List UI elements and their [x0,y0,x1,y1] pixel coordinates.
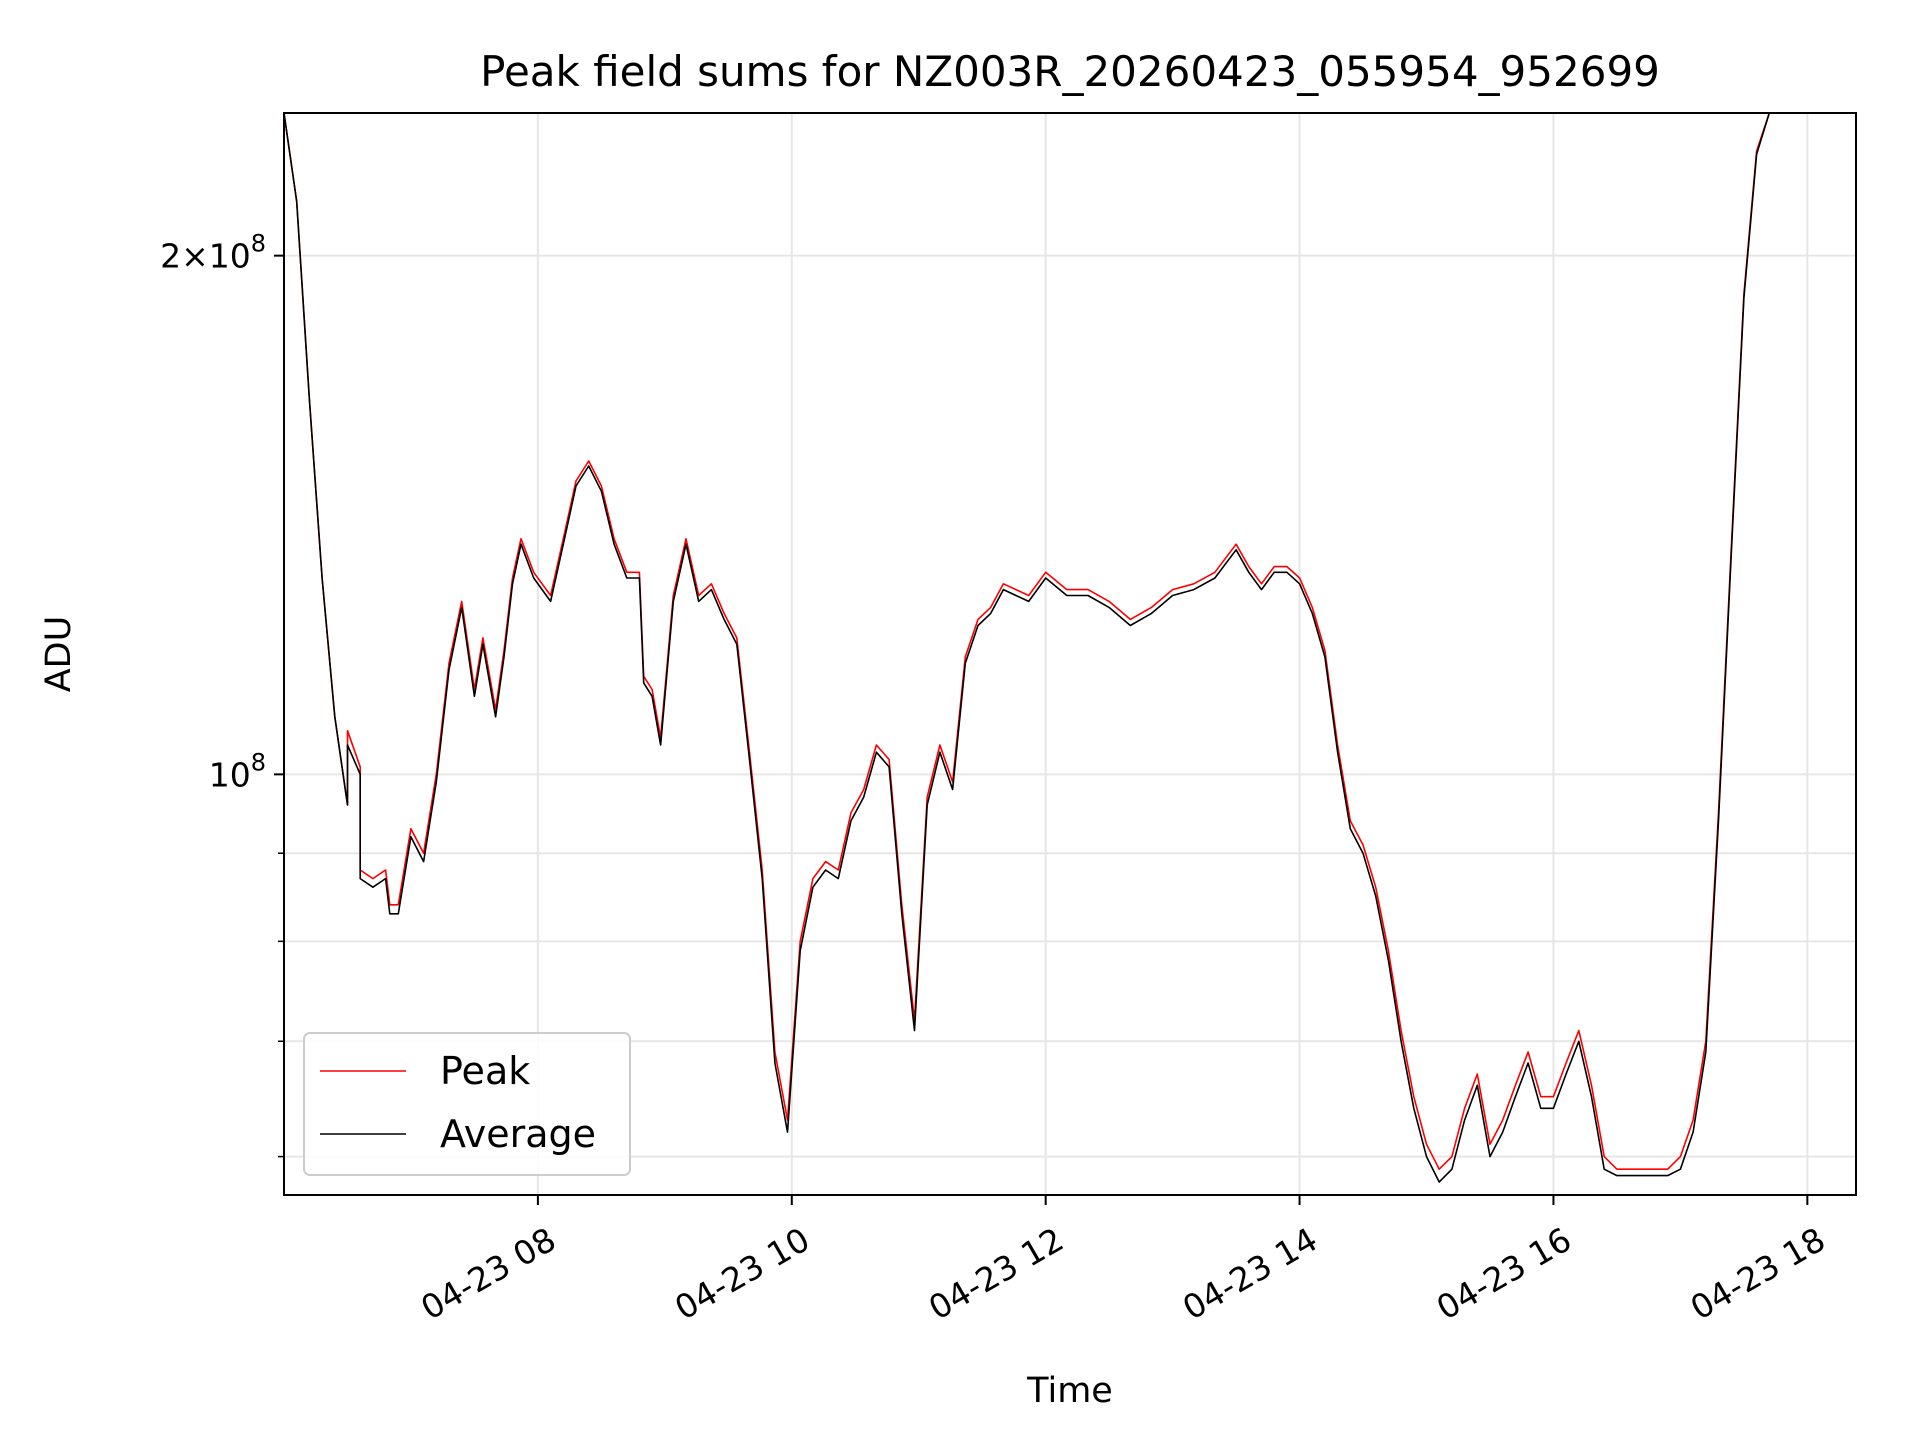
legend: Peak Average [303,1032,631,1176]
y-tick-base: 10 [209,237,251,276]
series-layer [283,112,1782,1183]
y-tick-label: 108 [209,748,266,794]
x-axis-title: Time [1026,1371,1113,1411]
legend-box [303,1032,631,1176]
legend-label-average: Average [440,1112,596,1156]
y-axis-title: ADU [39,616,79,693]
y-tick-coef: 2 [160,237,181,276]
y-tick-times: × [181,237,209,276]
legend-label-peak: Peak [440,1049,530,1093]
y-tick-label: 2×108 [160,230,266,276]
plot-frame [283,112,1857,1196]
chart-title: Peak field sums for NZ003R_20260423_0559… [480,47,1660,96]
y-tick-exponent: 8 [251,748,266,776]
y-tick-base: 10 [209,755,251,794]
series-line-average [283,112,1782,1183]
y-tick-exponent: 8 [251,230,266,258]
